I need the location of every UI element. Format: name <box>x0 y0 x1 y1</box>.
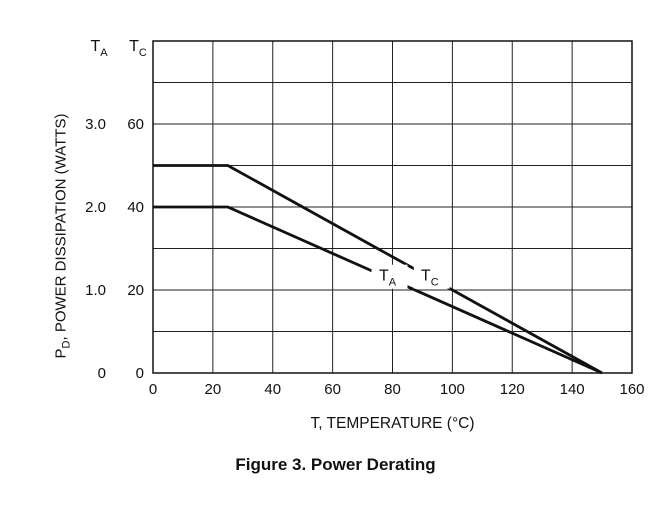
series-line-ta <box>153 205 603 375</box>
y-tick-label-ta: 3.0 <box>85 116 106 133</box>
x-tick-label: 120 <box>500 381 525 398</box>
y-tick-label-ta: 0 <box>98 365 106 382</box>
y-tick-label-ta: 2.0 <box>85 199 106 216</box>
y-tick-label-tc: 60 <box>127 116 144 133</box>
figure-caption: Figure 3. Power Derating <box>235 455 436 474</box>
series-label-tc: TC <box>421 268 439 289</box>
series-label-mask <box>371 264 408 289</box>
x-tick-label: 40 <box>264 381 281 398</box>
x-tick-label: 80 <box>384 381 401 398</box>
series-label-ta: TA <box>379 268 397 289</box>
x-tick-label: 60 <box>324 381 341 398</box>
y-tick-label-tc: 40 <box>127 199 144 216</box>
axis-header-tc: TC <box>129 38 147 59</box>
x-tick-label: 140 <box>560 381 585 398</box>
power-derating-chart: 0 20 40 60 80 100 120 140 160 T, TEMPERATURE (°C)… <box>85 38 644 432</box>
y-tick-label-tc: 0 <box>136 365 144 382</box>
x-tick-label: 0 <box>149 381 157 398</box>
x-tick-label: 100 <box>440 381 465 398</box>
y-tick-label-tc: 20 <box>127 282 144 299</box>
axis-header-ta: TA <box>90 38 108 59</box>
y-tick-label-ta: 1.0 <box>85 282 106 299</box>
series-label-mask <box>413 264 450 289</box>
x-tick-label: 160 <box>619 381 644 398</box>
series-line-tc <box>153 164 603 375</box>
y-axis-title: PD, POWER DISSIPATION (WATTS) <box>52 113 73 359</box>
x-axis-title: T, TEMPERATURE (°C) <box>310 415 474 432</box>
x-tick-label: 20 <box>205 381 222 398</box>
